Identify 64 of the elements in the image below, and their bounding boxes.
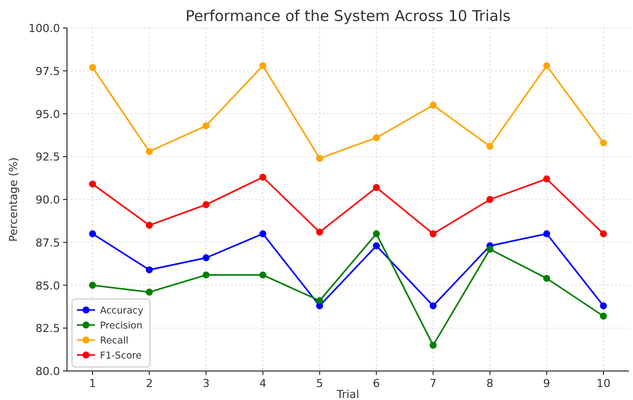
x-axis-title: Trial — [336, 388, 360, 400]
y-tick-label: 87.5 — [36, 236, 60, 250]
point — [430, 302, 437, 310]
point — [259, 174, 266, 181]
x-tick-label: 8 — [486, 377, 494, 390]
point — [146, 148, 153, 155]
point — [89, 282, 96, 289]
point — [89, 180, 96, 188]
point — [316, 228, 324, 236]
point — [372, 134, 380, 142]
x-tick-label: 5 — [316, 377, 324, 390]
point — [486, 142, 494, 150]
point — [146, 222, 153, 229]
y-tick-label: 90.0 — [36, 194, 60, 206]
point — [372, 242, 380, 250]
point — [543, 230, 550, 238]
point — [543, 62, 550, 70]
y-tick-label: 95.0 — [36, 108, 60, 121]
point — [486, 196, 494, 203]
point — [600, 312, 607, 320]
point — [259, 271, 266, 278]
point — [259, 62, 266, 70]
legend-label: F1-Score — [100, 350, 142, 362]
point — [430, 230, 437, 238]
x-tick-label: 3 — [202, 377, 210, 390]
y-tick-label: 85.0 — [36, 279, 60, 292]
point — [316, 297, 324, 304]
chart-title: Performance of the System Across 10 Trials — [185, 7, 511, 25]
point — [202, 271, 210, 278]
x-tick-label: 7 — [430, 377, 437, 390]
y-tick-label: 100.0 — [28, 22, 60, 35]
point — [202, 201, 210, 208]
y-tick-label: 80.0 — [36, 365, 60, 378]
point — [600, 139, 607, 146]
point — [202, 254, 210, 262]
point — [372, 184, 380, 191]
x-tick-label: 10 — [596, 377, 610, 390]
y-tick-label: 92.5 — [36, 150, 60, 164]
x-tick-label: 1 — [89, 377, 96, 390]
x-tick-label: 6 — [372, 377, 380, 390]
point — [316, 154, 324, 162]
y-tick-label: 97.5 — [36, 64, 60, 78]
point — [259, 230, 266, 238]
point — [543, 274, 550, 282]
point — [372, 230, 380, 238]
point — [89, 64, 96, 71]
point — [146, 266, 153, 274]
legend-label: Precision — [100, 320, 142, 332]
x-tick-label: 9 — [543, 377, 550, 390]
x-tick-label: 4 — [259, 377, 266, 390]
point — [600, 230, 607, 238]
point — [146, 288, 153, 296]
point — [486, 246, 494, 253]
point — [430, 342, 437, 349]
point — [89, 230, 96, 238]
legend-label: Recall — [100, 336, 128, 346]
x-tick-label: 2 — [146, 377, 153, 390]
point — [600, 302, 607, 310]
y-tick-label: 82.5 — [36, 322, 60, 336]
point — [543, 175, 550, 182]
point — [430, 102, 437, 109]
point — [202, 122, 210, 130]
y-axis-title: Percentage (%) — [7, 157, 20, 242]
legend-label: Accuracy — [100, 306, 144, 316]
